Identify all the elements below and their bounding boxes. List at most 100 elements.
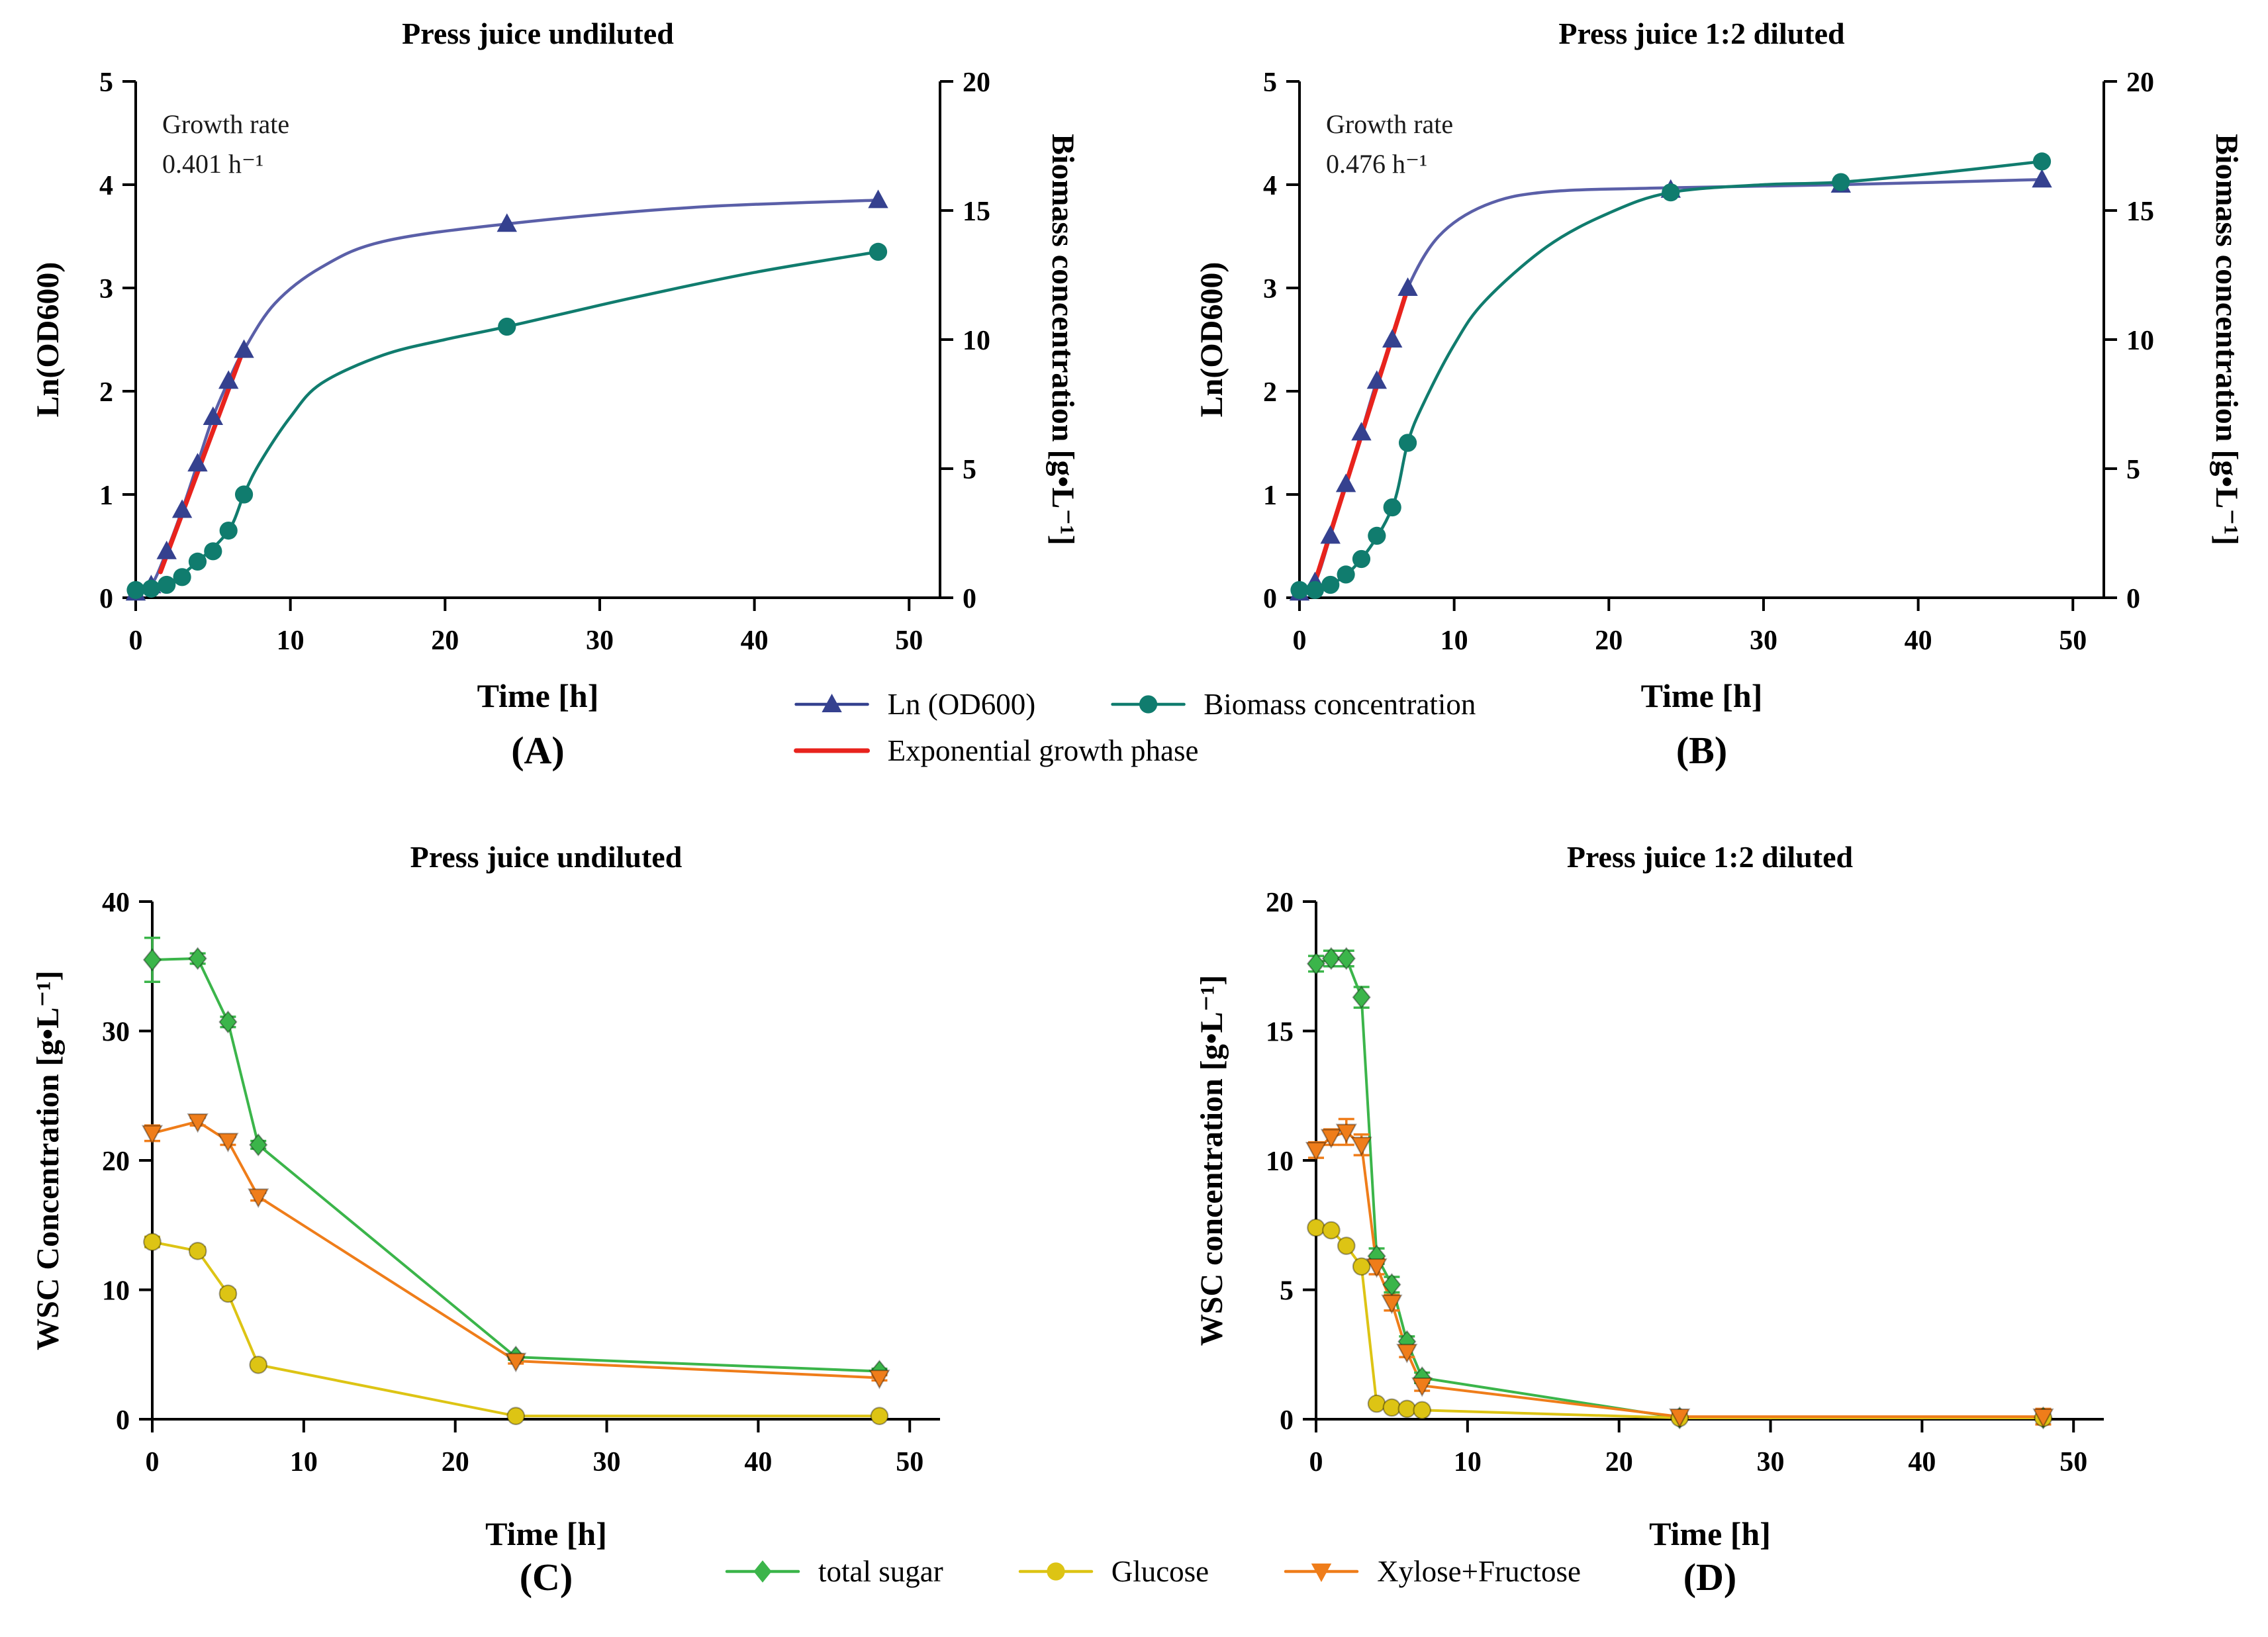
x-tick-label: 20 [442, 1447, 469, 1477]
circle-marker [1321, 575, 1340, 594]
y-tick-label: 4 [99, 171, 113, 201]
triangle-down-icon [1284, 1564, 1359, 1582]
y-tick-label: 1 [99, 481, 113, 511]
diamond-marker [1337, 947, 1356, 970]
diamond-marker [249, 1133, 268, 1157]
x-tick-label: 0 [129, 626, 143, 656]
series-line-biomass-concentration [1298, 160, 2044, 592]
legend-label: Glucose [1111, 1555, 1209, 1588]
y-tick-label: 5 [99, 68, 113, 98]
triangle-up-icon [794, 694, 869, 712]
triangle-up-marker [203, 406, 224, 425]
circle-marker [506, 1407, 526, 1425]
triangle-down-marker [1669, 1408, 1691, 1428]
panel-d: 0 10 20 30 40 50 0 5 10 15 20 Press juice 1:2 dilut… [1184, 842, 2268, 1623]
circle-marker [2032, 152, 2052, 171]
circle-marker [142, 579, 160, 598]
circle-marker [1382, 1398, 1401, 1417]
y-tick-label: 4 [1263, 171, 1277, 201]
triangle-down-marker [1396, 1343, 1418, 1364]
diamond-marker [218, 1010, 238, 1034]
circle-marker [188, 552, 207, 571]
y2-tick-label: 5 [2126, 455, 2140, 485]
circle-marker [143, 1233, 162, 1252]
annotation-line: Growth rate [1326, 109, 1453, 139]
x-tick-label: 30 [593, 1447, 621, 1477]
x-tick-label: 30 [1757, 1447, 1785, 1477]
circle-marker [1832, 173, 1850, 191]
diamond-marker [1321, 947, 1341, 970]
circle-marker [204, 542, 222, 561]
y-tick-label: 5 [1280, 1276, 1294, 1307]
y2-axis-label: Biomass concentration [g•L⁻¹] [2209, 134, 2244, 545]
y-tick-label: 3 [99, 274, 113, 304]
legend-bottom-row: total sugar Glucose Xylose+Fructose [723, 1554, 1581, 1589]
x-axis-label: Time [h] [485, 1515, 607, 1552]
y2-tick-label: 20 [2126, 68, 2154, 98]
circle-marker [870, 1407, 889, 1425]
circle-marker [188, 1241, 207, 1260]
y2-tick-label: 20 [963, 68, 990, 98]
y2-axis-label: Biomass concentration [g•L⁻¹] [1045, 134, 1080, 545]
series-markers-ln-od600- [1289, 169, 2052, 601]
x-tick-label: 20 [1605, 1447, 1633, 1477]
series-markers-total-sugar [1306, 947, 2053, 1430]
triangle-down-marker [1366, 1258, 1388, 1278]
y-tick-label: 2 [1263, 377, 1277, 408]
panel-letter: (C) [520, 1556, 573, 1599]
series-line-ln-od600- [1298, 177, 2044, 594]
y-tick-label: 30 [102, 1017, 130, 1048]
y-tick-label: 20 [1266, 888, 1294, 918]
x-tick-label: 0 [1309, 1447, 1323, 1477]
circle-marker [1662, 183, 1680, 202]
x-axis-label: Time [h] [477, 677, 599, 714]
x-tick-label: 20 [1595, 626, 1623, 656]
triangle-up-marker [1351, 422, 1372, 441]
legend-top: Ln (OD600) Biomass concentration Exponen… [792, 687, 1476, 768]
series-line-biomass-concentration [134, 250, 880, 592]
growth-rate-annotation: Growth rate 0.476 h⁻¹ [1326, 109, 1453, 179]
circle-marker [1290, 581, 1309, 599]
triangle-down-marker [2032, 1408, 2054, 1428]
triangle-up-marker [1366, 370, 1388, 389]
triangle-up-marker [1320, 525, 1341, 544]
legend-top-row-1: Ln (OD600) Biomass concentration [792, 687, 1476, 722]
x-tick-label: 30 [586, 626, 614, 656]
panel-letter: (B) [1676, 729, 1727, 772]
legend-top-row-2: Exponential growth phase [792, 733, 1199, 768]
circle-icon [1139, 695, 1157, 714]
x-tick-label: 40 [1908, 1447, 1936, 1477]
x-tick-label: 50 [895, 626, 923, 656]
triangle-up-marker [1382, 329, 1403, 348]
circle-icon [1111, 695, 1186, 714]
x-tick-label: 40 [1905, 626, 1932, 656]
chart-title: Press juice 1:2 diluted [1567, 842, 1854, 874]
circle-marker [1367, 1394, 1386, 1413]
y-axis-label: WSC concentration [g•L⁻¹] [1194, 975, 1229, 1346]
legend-label: Ln (OD600) [887, 688, 1036, 721]
triangle-up-marker [218, 370, 239, 389]
legend-label: total sugar [818, 1555, 943, 1588]
circle-marker [1352, 549, 1371, 569]
y-tick-label: 2 [99, 377, 113, 408]
legend-label: Xylose+Fructose [1377, 1555, 1582, 1588]
y2-tick-label: 5 [963, 455, 976, 485]
chart-title: Press juice 1:2 diluted [1558, 17, 1845, 50]
circle-marker [1383, 498, 1401, 517]
panel-b: 0 10 20 30 40 50 0 1 2 3 4 5 0 5 10 15 20 Press juice 1:2… [1184, 5, 2268, 793]
x-axis-label: Time [h] [1641, 677, 1763, 714]
series-markers-total-sugar [142, 947, 889, 1383]
y2-tick-label: 15 [963, 197, 990, 227]
legend-label: Exponential growth phase [887, 734, 1199, 767]
y2-tick-label: 15 [2126, 197, 2154, 227]
triangle-down-marker [217, 1133, 239, 1152]
circle-marker [219, 522, 238, 540]
y-tick-label: 0 [99, 584, 113, 614]
annotation-line: 0.476 h⁻¹ [1326, 149, 1427, 179]
x-tick-label: 40 [744, 1447, 772, 1477]
x-tick-label: 50 [2059, 1447, 2087, 1477]
panel-letter: (A) [511, 729, 565, 772]
triangle-down-marker [1350, 1137, 1372, 1156]
y2-tick-label: 10 [963, 326, 990, 356]
